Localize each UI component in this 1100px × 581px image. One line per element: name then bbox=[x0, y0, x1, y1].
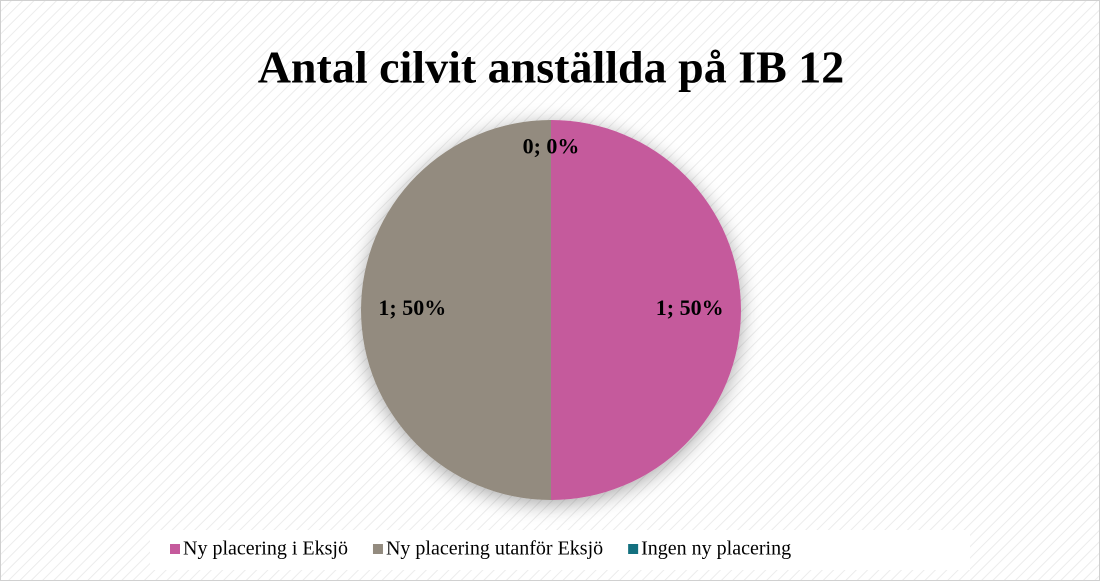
data-label: 1; 50% bbox=[656, 295, 724, 320]
data-label: 1; 50% bbox=[378, 295, 446, 320]
legend-label: Ny placering i Eksjö bbox=[183, 538, 348, 560]
chart-title: Antal cilvit anställda på IB 12 bbox=[258, 42, 845, 93]
legend-label: Ny placering utanför Eksjö bbox=[386, 538, 603, 560]
pie bbox=[361, 120, 741, 500]
pie-slice bbox=[551, 120, 741, 500]
legend-swatch bbox=[628, 544, 639, 554]
legend-swatch bbox=[372, 544, 383, 554]
legend-box bbox=[150, 530, 970, 570]
pie-slice bbox=[361, 120, 551, 500]
legend-swatch bbox=[170, 544, 180, 554]
legend-label: Ingen ny placering bbox=[641, 538, 791, 560]
data-label: 0; 0% bbox=[523, 134, 580, 159]
